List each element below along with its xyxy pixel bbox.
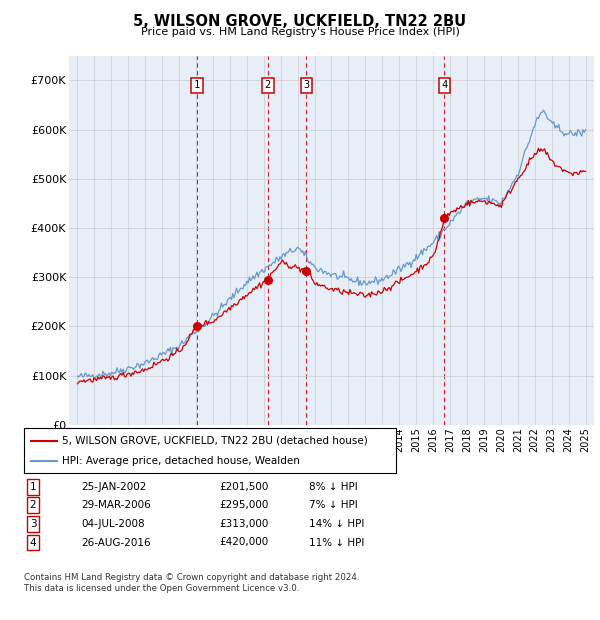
Text: Price paid vs. HM Land Registry's House Price Index (HPI): Price paid vs. HM Land Registry's House …: [140, 27, 460, 37]
Text: 4: 4: [441, 81, 448, 91]
Text: Contains HM Land Registry data © Crown copyright and database right 2024.
This d: Contains HM Land Registry data © Crown c…: [24, 574, 359, 593]
Text: £295,000: £295,000: [219, 500, 268, 510]
Text: 4: 4: [29, 538, 37, 547]
Text: 2: 2: [265, 81, 271, 91]
Text: 5, WILSON GROVE, UCKFIELD, TN22 2BU (detached house): 5, WILSON GROVE, UCKFIELD, TN22 2BU (det…: [62, 436, 368, 446]
Text: 3: 3: [29, 519, 37, 529]
Text: 8% ↓ HPI: 8% ↓ HPI: [309, 482, 358, 492]
Text: 1: 1: [29, 482, 37, 492]
Text: 5, WILSON GROVE, UCKFIELD, TN22 2BU: 5, WILSON GROVE, UCKFIELD, TN22 2BU: [133, 14, 467, 29]
Text: 26-AUG-2016: 26-AUG-2016: [81, 538, 151, 547]
Text: 25-JAN-2002: 25-JAN-2002: [81, 482, 146, 492]
Text: £420,000: £420,000: [219, 538, 268, 547]
Text: HPI: Average price, detached house, Wealden: HPI: Average price, detached house, Weal…: [62, 456, 299, 466]
Text: 04-JUL-2008: 04-JUL-2008: [81, 519, 145, 529]
Text: 3: 3: [303, 81, 310, 91]
Text: 14% ↓ HPI: 14% ↓ HPI: [309, 519, 364, 529]
Text: £313,000: £313,000: [219, 519, 268, 529]
Text: 7% ↓ HPI: 7% ↓ HPI: [309, 500, 358, 510]
Text: 29-MAR-2006: 29-MAR-2006: [81, 500, 151, 510]
Text: 1: 1: [194, 81, 200, 91]
Text: £201,500: £201,500: [219, 482, 268, 492]
Text: 11% ↓ HPI: 11% ↓ HPI: [309, 538, 364, 547]
Text: 2: 2: [29, 500, 37, 510]
